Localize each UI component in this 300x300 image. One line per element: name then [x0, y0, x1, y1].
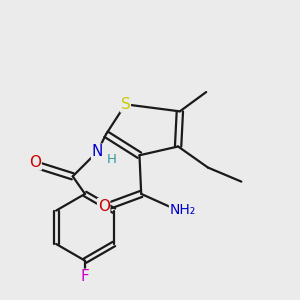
Text: F: F	[81, 269, 89, 284]
Text: N: N	[92, 144, 103, 159]
Text: NH₂: NH₂	[169, 203, 196, 217]
Text: O: O	[29, 155, 41, 170]
Text: O: O	[98, 199, 110, 214]
Text: H: H	[107, 153, 117, 166]
Text: S: S	[121, 97, 130, 112]
